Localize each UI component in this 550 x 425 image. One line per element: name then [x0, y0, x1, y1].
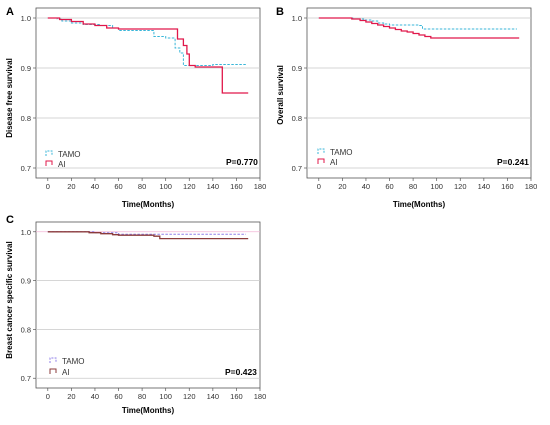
panel-c-legend-tamo-swatch	[49, 357, 57, 363]
panel-c-legend-ai-label: AI	[62, 368, 70, 377]
panel-b-xtick-label: 120	[454, 182, 467, 191]
panel-c-plot: 0.7 0.8 0.9 1.0 0 20 40 60 80 100 120 140 160 180	[21, 221, 267, 401]
panel-c-xtick-label: 40	[91, 392, 99, 401]
panel-b-pvalue: P=0.241	[497, 157, 529, 167]
panel-b-xtick-label: 0	[317, 182, 321, 191]
panel-c-ytick-label: 1.0	[21, 228, 31, 237]
panel-a-plot: 0.7 0.8 0.9 1.0 0 20 40 60 80 100 120 140 160 180	[21, 7, 267, 191]
panel-b-ytick-label: 0.8	[292, 114, 302, 123]
panel-a-pvalue: P=0.770	[226, 157, 258, 167]
panel-b-xtick-label: 160	[501, 182, 514, 191]
panel-c-ylabel: Breast cancer specific survival	[5, 241, 14, 358]
panel-a-series-ai-line	[47, 17, 249, 94]
panel-a-ylabel: Disease free survival	[5, 58, 14, 138]
panel-b-xtick-label: 20	[338, 182, 346, 191]
panel-b-plot-frame	[306, 7, 532, 179]
panel-b: B Overall survival Time(Months) P=0.241 …	[276, 6, 537, 209]
panel-b-legend-ai-swatch	[317, 158, 325, 164]
panel-b-ylabel: Overall survival	[276, 65, 285, 125]
panel-c-xlabel: Time(Months)	[122, 406, 175, 415]
panel-c: C Breast cancer specific survival Time(M…	[5, 214, 266, 415]
panel-b-xtick-label: 180	[525, 182, 538, 191]
panel-a-xtick-label: 80	[138, 182, 146, 191]
panel-b-xtick-label: 100	[430, 182, 443, 191]
panel-b-ytick-label: 0.9	[292, 64, 302, 73]
panel-a-xtick-label: 100	[159, 182, 172, 191]
panel-a-xtick-label: 40	[91, 182, 99, 191]
panel-c-legend-ai-swatch	[49, 368, 57, 374]
panel-b-legend-tamo-label: TAMO	[330, 148, 353, 157]
panel-c-plot-frame	[35, 221, 261, 389]
panel-b-label: B	[276, 6, 284, 18]
panel-a-xtick-label: 20	[67, 182, 75, 191]
panel-a-ytick-label: 0.9	[21, 64, 31, 73]
panel-a-xtick-label: 120	[183, 182, 196, 191]
panel-a-legend-tamo-swatch	[45, 150, 53, 156]
panel-b-series-ai-line	[318, 17, 520, 39]
panel-c-xtick-label: 160	[230, 392, 243, 401]
panel-a-xtick-label: 140	[207, 182, 220, 191]
panel-a-legend-tamo-label: TAMO	[58, 150, 81, 159]
panel-b-xtick-label: 40	[362, 182, 370, 191]
panel-c-xtick-label: 180	[254, 392, 267, 401]
panel-b-plot: 0.7 0.8 0.9 1.0 0 20 40 60 80 100 120 140 160 180	[292, 7, 538, 191]
panel-a-xtick-label: 160	[230, 182, 243, 191]
panel-a-ytick-label: 1.0	[21, 14, 31, 23]
panel-c-xtick-label: 140	[207, 392, 220, 401]
panel-c-xtick-label: 0	[46, 392, 50, 401]
panel-a-ytick-label: 0.7	[21, 164, 31, 173]
panel-c-xtick-label: 80	[138, 392, 146, 401]
panel-a-legend-ai-swatch	[45, 160, 53, 166]
panel-b-xlabel: Time(Months)	[393, 200, 446, 209]
panel-a-plot-frame	[35, 7, 261, 179]
panel-c-pvalue: P=0.423	[225, 367, 257, 377]
panel-c-ytick-label: 0.7	[21, 374, 31, 383]
panel-c-xtick-label: 20	[67, 392, 75, 401]
panel-b-series-tamo-line	[318, 17, 517, 30]
panel-a-series-tamo-line	[47, 17, 246, 66]
panel-b-xtick-label: 80	[409, 182, 417, 191]
panel-a-label: A	[6, 6, 14, 18]
panel-a-legend-ai-label: AI	[58, 160, 66, 169]
panel-c-xtick-label: 120	[183, 392, 196, 401]
panel-c-label: C	[6, 214, 14, 226]
panel-a-xtick-label: 60	[114, 182, 122, 191]
panel-b-xtick-label: 60	[385, 182, 393, 191]
panel-a-xlabel: Time(Months)	[122, 200, 175, 209]
panel-c-legend-tamo-label: TAMO	[62, 357, 85, 366]
panel-b-legend-ai-label: AI	[330, 158, 338, 167]
panel-a-xtick-label: 180	[254, 182, 267, 191]
panel-c-series-ai-line	[47, 231, 249, 240]
panel-a: A Disease free survival Time(Months) P=0…	[5, 6, 266, 209]
panel-a-ytick-label: 0.8	[21, 114, 31, 123]
panel-a-xtick-label: 0	[46, 182, 50, 191]
panel-b-xtick-label: 140	[478, 182, 491, 191]
panel-b-legend-tamo-swatch	[317, 148, 325, 154]
panel-b-ytick-label: 1.0	[292, 14, 302, 23]
panel-c-ytick-label: 0.8	[21, 325, 31, 334]
panel-b-ytick-label: 0.7	[292, 164, 302, 173]
panel-c-ytick-label: 0.9	[21, 277, 31, 286]
panel-c-xtick-label: 100	[159, 392, 172, 401]
panel-c-xtick-label: 60	[114, 392, 122, 401]
